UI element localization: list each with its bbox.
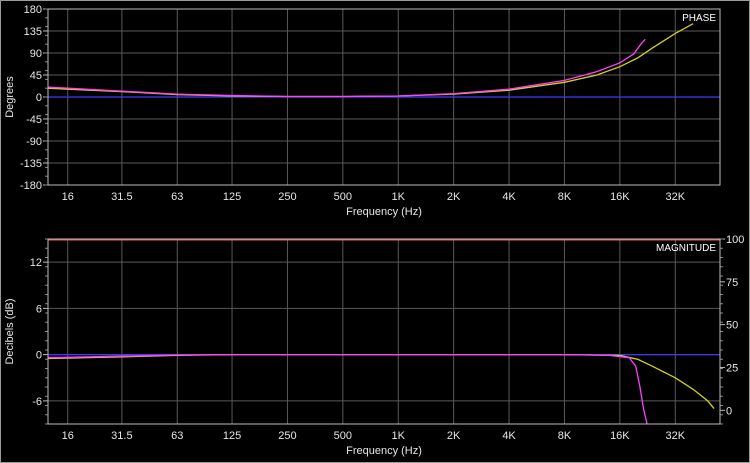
y-tick-label: 180 (24, 4, 42, 16)
x-tick-label: 1K (392, 430, 406, 442)
y-tick-label: -90 (26, 136, 42, 148)
y-tick-label: -6 (32, 396, 42, 408)
phase-chart: 16 31.5 63 125 250 500 1K 2K 4K 8K 16K 32K 180 135 90 4… (4, 4, 721, 218)
y2-tick-label: 100 (726, 234, 744, 246)
x-tick-label: 250 (278, 191, 296, 203)
y2-tick-label: 0 (726, 405, 732, 417)
x-tick-label: 8K (558, 191, 572, 203)
x-tick-label: 2K (447, 191, 461, 203)
series-line-2 (48, 38, 646, 98)
y2-tick-label: 75 (726, 277, 738, 289)
x-tick-label: 16K (610, 430, 630, 442)
y-tick-label: 45 (30, 70, 42, 82)
y-tick-label: -135 (20, 158, 42, 170)
plot-label: MAGNITUDE (656, 243, 716, 254)
x-tick-label: 31.5 (111, 430, 132, 442)
x-tick-label: 8K (558, 430, 572, 442)
y-tick-label: 12 (30, 257, 42, 269)
x-tick-label: 2K (447, 430, 461, 442)
y-tick-label: 0 (36, 92, 42, 104)
y-tick-label: -45 (26, 114, 42, 126)
x-tick-label: 31.5 (111, 191, 132, 203)
y-axis-label: Degrees (4, 76, 16, 118)
plot-border (47, 8, 721, 186)
y-tick-label: 135 (24, 26, 42, 38)
y-tick-label: 0 (36, 350, 42, 362)
x-tick-label: 63 (171, 191, 183, 203)
y-tick-label: -180 (20, 180, 42, 192)
x-tick-label: 4K (502, 430, 516, 442)
x-tick-label: 32K (665, 430, 685, 442)
x-tick-label: 63 (171, 430, 183, 442)
y2-tick-label: 50 (726, 320, 738, 332)
plot-area (48, 239, 720, 424)
x-tick-label: 500 (334, 430, 352, 442)
x-tick-label: 32K (665, 191, 685, 203)
y-tick-label: 90 (30, 48, 42, 60)
x-tick-label: 4K (502, 191, 516, 203)
x-tick-label: 125 (223, 430, 241, 442)
magnitude-chart: 16 31.5 63 125 250 500 1K 2K 4K 8K 16K 32K1260-6100… (4, 234, 744, 457)
x-tick-label: 16K (610, 191, 630, 203)
x-tick-label: 16 (62, 430, 74, 442)
x-tick-label: 16 (62, 191, 74, 203)
x-axis-label: Frequency (Hz) (346, 206, 422, 218)
x-axis-label: Frequency (Hz) (346, 445, 422, 457)
plot-border (47, 238, 721, 425)
x-tick-label: 250 (278, 430, 296, 442)
y-tick-label: 6 (36, 303, 42, 315)
x-tick-label: 1K (392, 191, 406, 203)
x-tick-label: 125 (223, 191, 241, 203)
series-line-3 (48, 353, 648, 424)
plot-label: PHASE (682, 13, 716, 24)
y-axis-label: Decibels (dB) (4, 298, 16, 364)
y2-tick-label: 25 (726, 362, 738, 374)
x-tick-label: 500 (334, 191, 352, 203)
